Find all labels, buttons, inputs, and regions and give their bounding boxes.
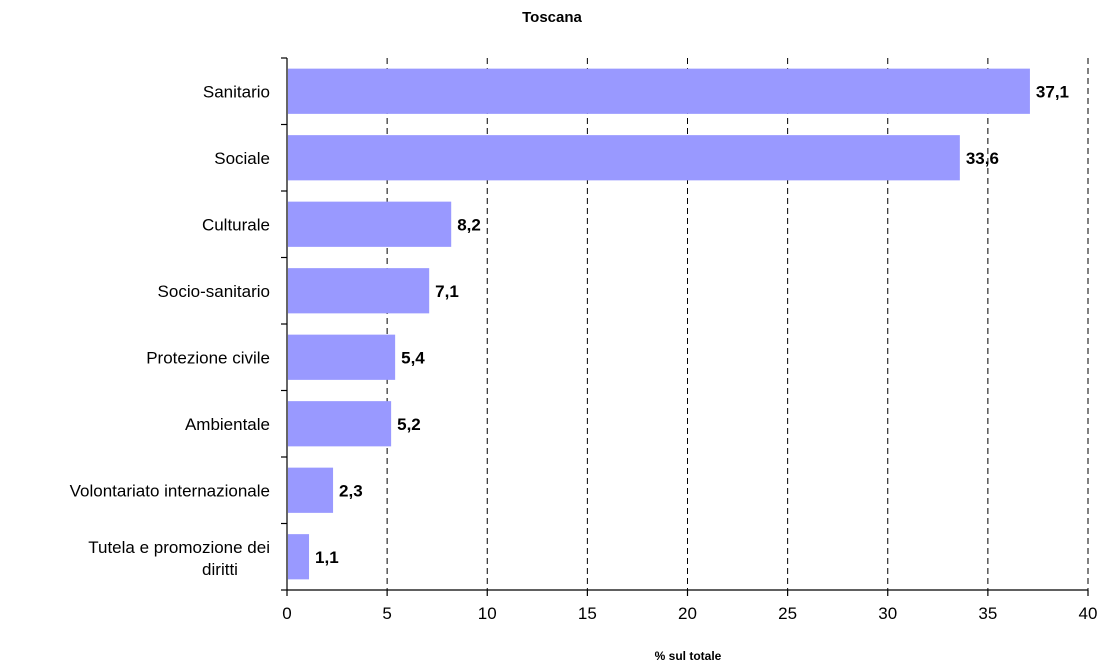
- x-tick-label-25: 25: [778, 604, 797, 623]
- x-tick-label-30: 30: [878, 604, 897, 623]
- bar-1: [288, 135, 960, 181]
- category-label-2: Culturale: [202, 215, 270, 234]
- x-tick-label-10: 10: [478, 604, 497, 623]
- x-tick-label-5: 5: [382, 604, 391, 623]
- chart-title: Toscana: [522, 9, 582, 26]
- data-label-4: 5,4: [401, 348, 425, 367]
- axes: [281, 57, 1089, 596]
- data-label-7: 1,1: [315, 548, 339, 567]
- data-label-1: 33,6: [966, 149, 999, 168]
- data-label-6: 2,3: [339, 481, 363, 500]
- category-label-6: Volontariato internazionale: [70, 481, 270, 500]
- bar-5: [288, 401, 392, 447]
- category-label-1: Sociale: [214, 149, 270, 168]
- labels: 0 5 10 15 20 25 30 35 40 37,1 Sanitario 33,6 Sociale…: [70, 82, 1098, 623]
- x-tick-label-0: 0: [282, 604, 291, 623]
- x-tick-label-40: 40: [1079, 604, 1098, 623]
- bar-2: [288, 201, 452, 247]
- bar-4: [288, 334, 396, 380]
- data-label-5: 5,2: [397, 415, 421, 434]
- category-label-4: Protezione civile: [146, 348, 270, 367]
- x-axis-label: % sul totale: [655, 649, 722, 663]
- category-label-7-line-0: Tutela e promozione dei: [88, 538, 270, 557]
- category-label-3: Socio-sanitario: [158, 282, 270, 301]
- category-label-7: Tutela e promozione dei diritti: [88, 538, 270, 579]
- category-label-5: Ambientale: [185, 415, 270, 434]
- category-label-7-line-1: diritti: [202, 560, 238, 579]
- x-tick-label-20: 20: [678, 604, 697, 623]
- bar-3: [288, 268, 430, 314]
- gridlines: [386, 58, 1089, 590]
- bar-7: [288, 534, 310, 580]
- data-label-2: 8,2: [457, 215, 481, 234]
- data-label-0: 37,1: [1036, 82, 1069, 101]
- bar-0: [288, 68, 1030, 114]
- bar-6: [288, 467, 334, 513]
- x-tick-label-35: 35: [978, 604, 997, 623]
- category-label-0: Sanitario: [203, 82, 270, 101]
- x-tick-label-15: 15: [578, 604, 597, 623]
- data-label-3: 7,1: [435, 282, 459, 301]
- bars: [288, 68, 1030, 580]
